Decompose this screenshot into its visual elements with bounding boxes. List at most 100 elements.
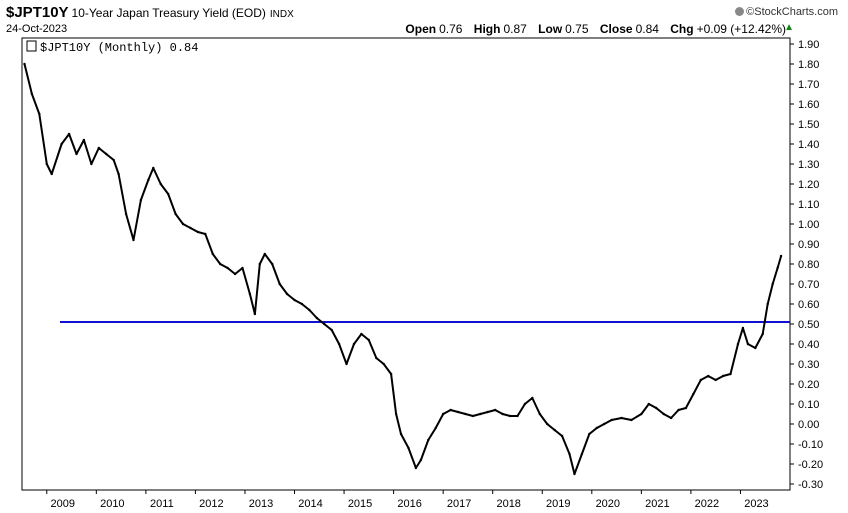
x-tick-label: 2020	[596, 498, 620, 510]
data-point	[736, 342, 740, 346]
data-point	[67, 132, 71, 136]
data-point	[546, 422, 549, 426]
x-tick-label: 2012	[199, 498, 223, 510]
x-tick-label: 2023	[744, 498, 768, 510]
chg-value: +0.09 (+12.42%)	[696, 22, 786, 36]
data-point	[278, 282, 281, 286]
data-point	[669, 416, 673, 420]
chart-legend: $JPT10Y (Monthly) 0.84	[40, 41, 198, 55]
data-point	[174, 212, 177, 216]
data-point	[741, 326, 745, 330]
y-tick-label: 0.80	[798, 259, 819, 271]
y-tick-label: 1.40	[798, 139, 819, 151]
data-point	[538, 412, 541, 416]
data-point	[117, 172, 120, 176]
y-tick-label: 1.20	[798, 179, 819, 191]
x-tick-label: 2015	[348, 498, 372, 510]
data-point	[105, 152, 108, 156]
data-point	[766, 302, 769, 306]
data-point	[776, 266, 779, 270]
chart-date: 24-Oct-2023	[6, 23, 68, 35]
data-point	[419, 458, 423, 462]
data-point	[124, 212, 128, 216]
y-tick-label: 0.60	[798, 299, 819, 311]
data-point	[771, 282, 774, 286]
data-point	[523, 402, 527, 406]
data-point	[684, 406, 688, 410]
x-tick-label: 2019	[546, 498, 570, 510]
data-point	[196, 230, 200, 234]
data-point	[226, 266, 229, 270]
data-point	[337, 342, 341, 346]
data-point	[112, 158, 115, 162]
candle-icon	[26, 40, 37, 52]
data-point	[253, 312, 257, 316]
y-tick-label: 1.30	[798, 159, 819, 171]
data-point	[573, 472, 576, 476]
data-point	[449, 408, 452, 412]
data-point	[218, 262, 222, 266]
data-point	[588, 432, 591, 436]
data-point	[434, 426, 437, 430]
data-point	[464, 412, 467, 416]
low-label: Low	[538, 22, 563, 36]
data-point	[300, 302, 304, 306]
data-point	[662, 412, 665, 416]
data-point	[407, 446, 410, 450]
data-point	[233, 272, 237, 276]
brand[interactable]: ©StockCharts.com	[735, 6, 838, 18]
data-point	[456, 410, 460, 414]
chart-header: $JPT10Y 10-Year Japan Treasury Yield (EOD…	[6, 4, 294, 22]
data-point	[721, 374, 725, 378]
y-tick-label: 0.00	[798, 419, 819, 431]
x-tick-label: 2021	[645, 498, 669, 510]
data-point	[45, 162, 48, 166]
symbol: $JPT10Y	[6, 4, 69, 21]
y-tick-label: -0.30	[798, 479, 823, 491]
data-point	[352, 342, 356, 346]
data-point	[90, 162, 93, 166]
data-point	[60, 142, 63, 146]
brand-text: ©StockCharts.com	[746, 6, 838, 18]
x-axis: 2009 2010 2011 2012 2013 2014 2015 2016 2017 2018…	[46, 490, 769, 510]
data-point	[181, 222, 185, 226]
y-tick-label: 1.60	[798, 99, 819, 111]
x-tick-label: 2022	[695, 498, 719, 510]
y-tick-label: -0.10	[798, 439, 823, 451]
data-point	[382, 362, 385, 366]
x-tick-label: 2014	[298, 498, 322, 510]
data-point	[139, 198, 143, 202]
x-tick-label: 2018	[496, 498, 520, 510]
chg-label: Chg	[670, 22, 694, 36]
data-point	[427, 438, 430, 442]
close-value: 0.84	[635, 22, 659, 36]
y-tick-label: 0.40	[798, 339, 819, 351]
data-point	[414, 466, 418, 470]
data-point	[38, 112, 41, 116]
data-point	[647, 402, 650, 406]
data-point	[50, 172, 53, 176]
plot-frame	[21, 37, 791, 491]
data-point	[375, 356, 378, 360]
y-tick-label: 1.90	[798, 39, 819, 51]
y-tick-label: 0.50	[798, 319, 819, 331]
data-point	[754, 346, 757, 350]
high-label: High	[473, 22, 501, 36]
data-point	[166, 192, 170, 196]
x-tick-label: 2011	[150, 498, 174, 510]
data-point	[501, 412, 504, 416]
data-point	[367, 338, 371, 342]
data-point	[75, 152, 78, 156]
y-axis: 1.90 1.80 1.70 1.60 1.50 1.40 1.30 1.20 1.10 1.00…	[790, 39, 823, 491]
data-point	[23, 62, 26, 66]
data-point	[308, 308, 311, 312]
data-point	[330, 328, 333, 332]
data-point	[761, 332, 764, 336]
data-point	[516, 414, 519, 418]
x-tick-label: 2016	[397, 498, 421, 510]
y-tick-label: 1.00	[798, 219, 819, 231]
exchange: INDX	[269, 9, 294, 20]
data-point	[394, 412, 398, 416]
data-point	[263, 252, 266, 256]
